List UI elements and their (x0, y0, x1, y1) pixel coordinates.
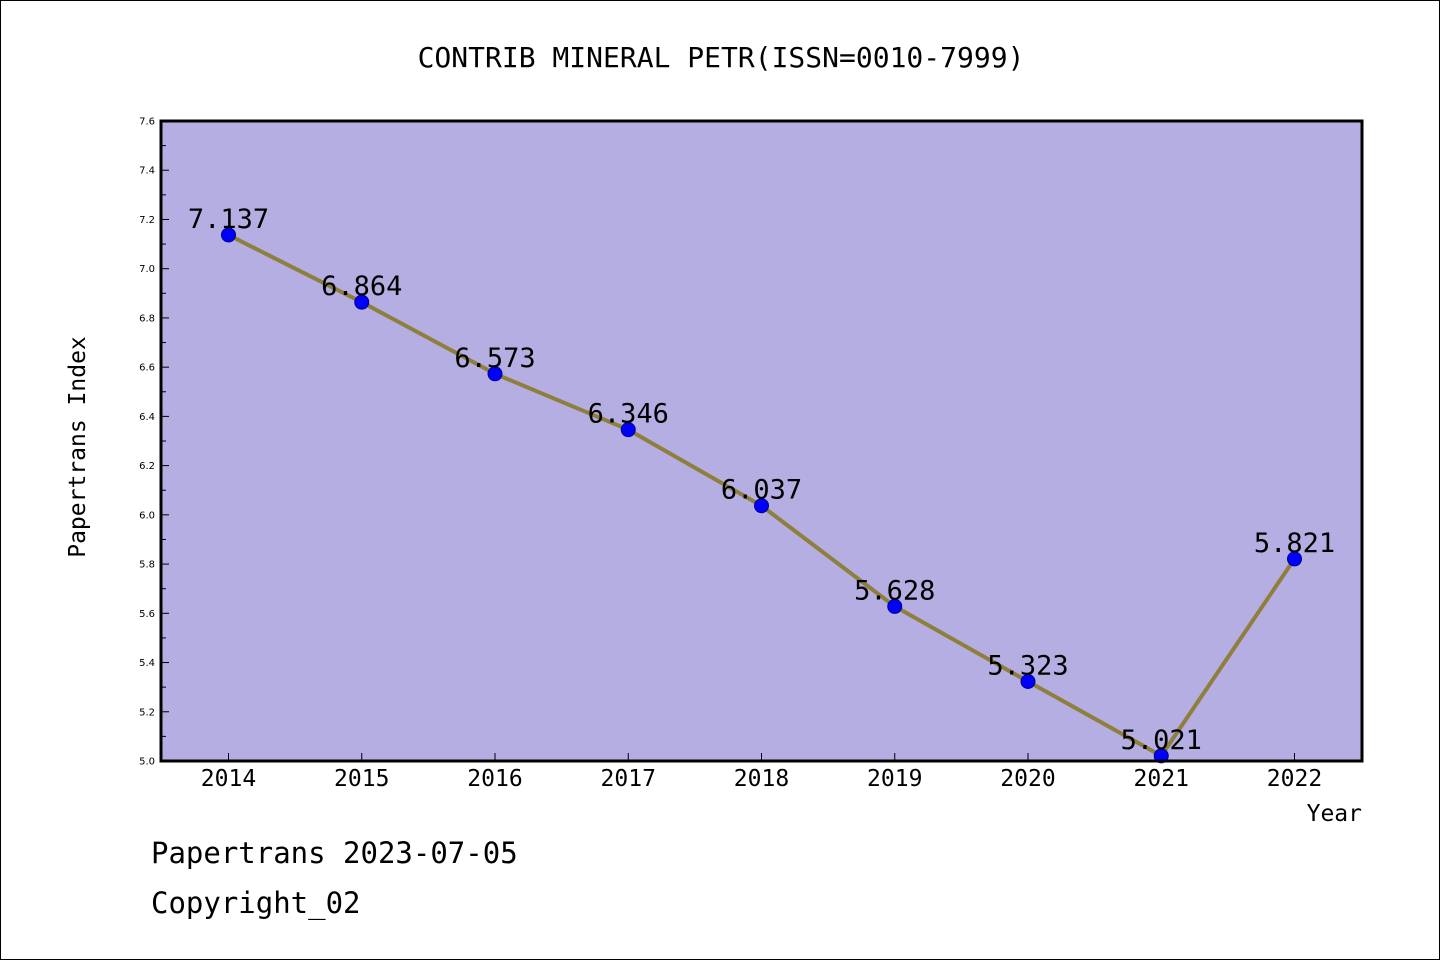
y-tick-label: 5.2 (139, 707, 155, 718)
plot-border (159, 119, 1364, 763)
data-point (487, 366, 503, 382)
y-tick-label: 7.0 (139, 264, 155, 275)
data-point (754, 498, 769, 514)
x-tick-label: 2022 (1267, 766, 1322, 792)
data-label: 5.821 (1254, 528, 1335, 559)
x-tick-label: 2016 (467, 766, 522, 792)
data-label: 6.037 (721, 475, 802, 506)
y-tick-label: 6.6 (139, 363, 155, 374)
data-label: 6.864 (321, 271, 402, 302)
y-tick-label: 5.8 (139, 560, 155, 571)
data-label: 7.137 (188, 204, 269, 235)
y-tick-label: 5.6 (139, 609, 155, 620)
data-point (1153, 748, 1169, 764)
x-tick-label: 2018 (734, 766, 789, 792)
y-axis-label: Papertrans Index (65, 336, 91, 558)
data-point (1287, 551, 1302, 567)
x-tick-label: 2015 (334, 766, 389, 792)
y-tick-label: 7.6 (139, 117, 155, 128)
y-tick-label: 6.8 (139, 313, 155, 324)
chart-title: CONTRIB MINERAL PETR(ISSN=0010-7999) (418, 41, 1025, 74)
data-label: 5.628 (854, 575, 935, 606)
x-tick-label: 2021 (1134, 766, 1189, 792)
y-tick-label: 5.4 (139, 658, 155, 669)
x-tick-label: 2014 (201, 766, 256, 792)
data-point (1020, 673, 1036, 689)
x-axis-label: Year (1307, 801, 1362, 827)
data-label: 6.346 (588, 399, 669, 430)
data-point (620, 422, 636, 438)
footer-date: Papertrans 2023-07-05 (151, 836, 518, 870)
x-tick-label: 2019 (867, 766, 922, 792)
data-label: 6.573 (454, 343, 535, 374)
data-point (221, 227, 236, 243)
y-tick-label: 7.2 (139, 215, 155, 226)
x-tick-label: 2017 (601, 766, 656, 792)
footer-copyright: Copyright_02 (151, 886, 361, 920)
y-tick-label: 7.4 (139, 166, 155, 177)
y-tick-label: 6.2 (139, 461, 155, 472)
data-point (887, 598, 903, 614)
y-tick-label: 6.4 (139, 412, 155, 423)
y-tick-label: 6.0 (139, 510, 155, 521)
data-label: 5.021 (1121, 725, 1202, 756)
plot-area (161, 121, 1362, 761)
data-label: 5.323 (987, 650, 1068, 681)
x-tick-label: 2020 (1000, 766, 1055, 792)
data-point (354, 294, 370, 310)
y-tick-label: 5.0 (139, 757, 155, 768)
